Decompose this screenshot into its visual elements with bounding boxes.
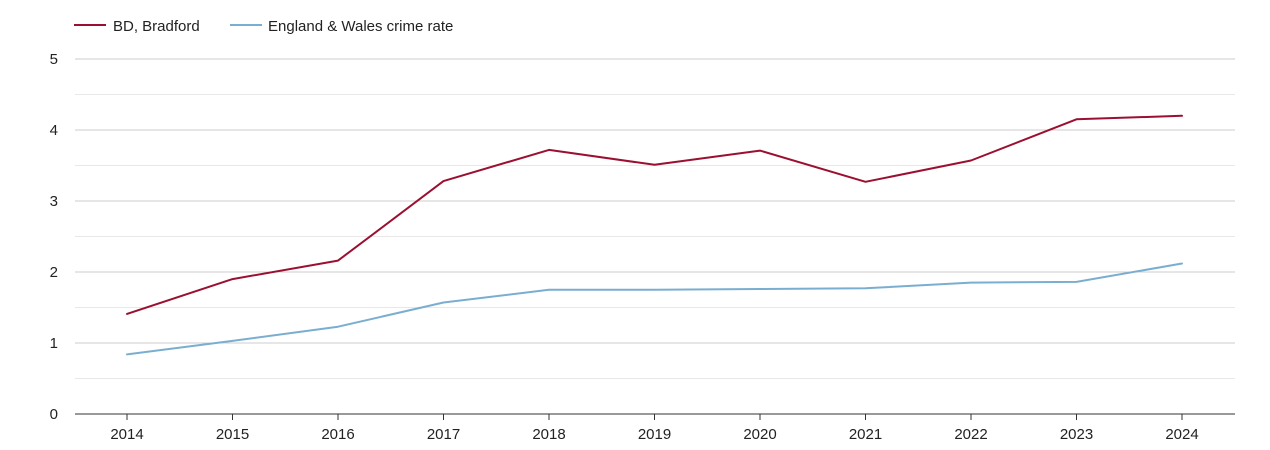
- x-tick-label: 2019: [638, 426, 671, 443]
- data-point-bd-bradford[interactable]: [546, 147, 552, 153]
- data-point-bd-bradford[interactable]: [652, 162, 658, 168]
- legend: BD, Bradford England & Wales crime rate: [74, 18, 453, 35]
- data-point-england-wales-crime-rate[interactable]: [652, 287, 658, 293]
- x-tick-label: 2023: [1060, 426, 1093, 443]
- x-tick-label: 2022: [954, 426, 987, 443]
- data-point-england-wales-crime-rate[interactable]: [441, 300, 447, 306]
- data-point-bd-bradford[interactable]: [230, 276, 236, 282]
- data-point-bd-bradford[interactable]: [757, 148, 763, 154]
- data-point-bd-bradford[interactable]: [1074, 116, 1080, 122]
- data-point-bd-bradford[interactable]: [863, 179, 869, 185]
- legend-item-series-1[interactable]: England & Wales crime rate: [230, 18, 453, 35]
- data-point-england-wales-crime-rate[interactable]: [863, 285, 869, 291]
- data-point-england-wales-crime-rate[interactable]: [335, 324, 341, 330]
- x-tick-label: 2021: [849, 426, 882, 443]
- data-point-england-wales-crime-rate[interactable]: [757, 286, 763, 292]
- data-point-bd-bradford[interactable]: [441, 178, 447, 184]
- y-tick-label: 1: [50, 335, 58, 352]
- x-tick-label: 2024: [1165, 426, 1198, 443]
- axes: 0 1 2 3 4 5 2014 2015 2016 2017 2018 2019 2020 2021 20…: [50, 51, 1235, 443]
- y-tick-label: 4: [50, 122, 58, 139]
- series-line-bd-bradford[interactable]: [126, 114, 1183, 315]
- legend-label-bd-bradford: BD, Bradford: [113, 18, 200, 35]
- x-tick-label: 2020: [743, 426, 776, 443]
- data-point-england-wales-crime-rate[interactable]: [546, 287, 552, 293]
- x-tick-label: 2017: [427, 426, 460, 443]
- y-tick-label: 2: [50, 264, 58, 281]
- data-point-england-wales-crime-rate[interactable]: [230, 338, 236, 344]
- data-point-england-wales-crime-rate[interactable]: [968, 280, 974, 286]
- data-point-england-wales-crime-rate[interactable]: [124, 351, 130, 357]
- legend-label-england-wales: England & Wales crime rate: [268, 18, 453, 35]
- x-tick-label: 2016: [321, 426, 354, 443]
- data-point-bd-bradford[interactable]: [335, 258, 341, 264]
- x-tick-label: 2015: [216, 426, 249, 443]
- gridlines: [75, 58, 1235, 379]
- data-point-bd-bradford[interactable]: [124, 311, 130, 317]
- data-point-bd-bradford[interactable]: [968, 158, 974, 164]
- y-tick-label: 3: [50, 193, 58, 210]
- y-tick-label: 0: [50, 406, 58, 423]
- data-point-bd-bradford[interactable]: [1179, 113, 1185, 119]
- series-line-england-wales-crime-rate[interactable]: [126, 262, 1183, 356]
- x-tick-label: 2018: [532, 426, 565, 443]
- data-point-england-wales-crime-rate[interactable]: [1074, 279, 1080, 285]
- legend-item-series-0[interactable]: BD, Bradford: [74, 18, 200, 35]
- data-point-england-wales-crime-rate[interactable]: [1179, 260, 1185, 266]
- y-tick-label: 5: [50, 51, 58, 68]
- x-tick-label: 2014: [110, 426, 143, 443]
- series-lines: [124, 113, 1185, 357]
